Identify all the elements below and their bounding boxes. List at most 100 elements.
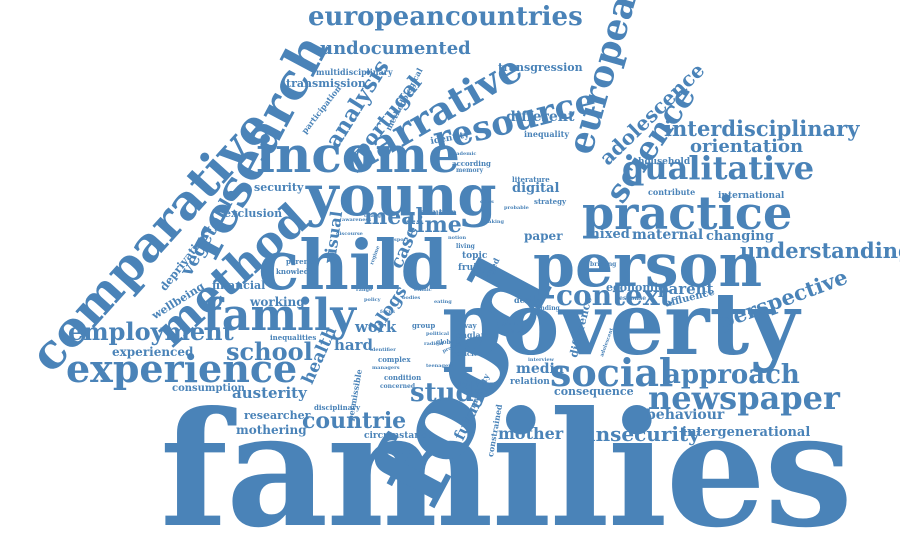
word-time: time <box>406 212 462 238</box>
word-type: type <box>478 263 498 273</box>
word-insecurity: insecurity <box>588 422 700 446</box>
word-global: global <box>436 339 457 346</box>
word-media: media <box>516 361 564 377</box>
word-changing: changing <box>706 229 774 244</box>
word-focus: focus <box>380 309 395 315</box>
word-briefing: briefing <box>590 261 617 268</box>
word-understanding: understanding <box>740 238 900 263</box>
word-europeancountries: europeancountries <box>308 2 583 32</box>
word-interdisciplinary: interdisciplinary <box>664 116 860 141</box>
word-hard: hard <box>334 336 374 354</box>
word-austerity: austerity <box>232 384 307 402</box>
word-mothering: mothering <box>236 423 307 437</box>
word-group: group <box>412 321 436 330</box>
word-policies: policies <box>452 349 483 358</box>
word-social: social <box>550 350 674 395</box>
word-mother: mother <box>498 424 564 443</box>
word-contribute: contribute <box>648 187 696 197</box>
word-experienced: experienced <box>112 345 194 359</box>
word-work: work <box>355 318 397 336</box>
word-identifier: identifier <box>370 347 396 353</box>
word-strategy: strategy <box>534 197 567 206</box>
word-consequence: consequence <box>554 385 634 398</box>
word-inequality: inequality <box>524 129 569 139</box>
word-parental: parental <box>286 257 320 266</box>
word-security: security <box>254 181 304 194</box>
word-academic: academic <box>450 151 477 157</box>
word-knowledge: knowledge <box>276 267 318 276</box>
word-complex: complex <box>378 355 411 364</box>
word-condition: condition <box>384 373 422 382</box>
word-person: person <box>533 231 763 301</box>
word-eating: eating <box>434 299 452 305</box>
word-countrie: countrie <box>302 408 407 434</box>
word-class: class <box>480 199 494 205</box>
word-disciplinary: disciplinary <box>314 403 361 412</box>
word-literature: literature <box>512 175 550 184</box>
word-according: according <box>452 159 491 168</box>
word-change: change <box>364 213 385 219</box>
word-exclusion: exclusion <box>224 207 283 220</box>
word-school: school <box>226 337 313 366</box>
word-intergenerational: intergenerational <box>682 425 811 440</box>
word-income: income <box>256 125 460 184</box>
word-guide: guide <box>502 321 518 327</box>
word-response: response <box>616 295 647 302</box>
word-employment: employment <box>68 317 234 346</box>
word-newspaper: newspaper <box>648 379 840 417</box>
word-transgression: transgression <box>498 61 583 74</box>
word-poverty: poverty <box>442 274 800 375</box>
word-ethnic: ethnic <box>414 287 432 293</box>
word-behaviour: behaviour <box>646 407 725 423</box>
word-notion: notion <box>448 235 467 241</box>
word-inequalities: inequalities <box>270 333 317 342</box>
word-circumstance: circumstance <box>364 431 432 441</box>
word-digital: digital <box>512 181 560 196</box>
word-awareness: awareness <box>342 217 372 223</box>
word-probable: probable <box>504 205 529 211</box>
word-young: young <box>306 163 497 229</box>
word-child: child <box>258 226 449 306</box>
word-interview: interview <box>528 357 554 363</box>
word-working: working <box>250 295 305 309</box>
word-memory: memory <box>456 167 484 174</box>
word-parent: parent <box>658 280 714 298</box>
word-qualitative: qualitative <box>622 149 815 187</box>
word-maternal: maternal <box>632 227 704 243</box>
word-researcher: researcher <box>244 409 311 422</box>
word-range: range <box>356 287 373 293</box>
word-policy: policy <box>364 297 381 303</box>
word-thinking: thinking <box>456 379 495 389</box>
word-living: living <box>456 243 475 250</box>
word-different: different <box>506 109 575 125</box>
word-household: household <box>638 157 691 167</box>
word-finding: finding <box>536 305 560 312</box>
word-context: context <box>556 279 673 312</box>
word-family: family <box>203 290 356 341</box>
word-england: england <box>456 330 493 340</box>
word-international: international <box>718 191 785 201</box>
word-fruit: fruit <box>458 263 481 273</box>
word-relation: relation <box>510 377 550 387</box>
word-managers: managers <box>372 365 400 371</box>
word-discourse: discourse <box>336 231 363 237</box>
word-approach: approach <box>664 360 800 390</box>
word-sport: sport <box>394 237 409 243</box>
word-way: way <box>462 321 477 330</box>
word-experience: experience <box>66 346 298 391</box>
word-bodies: bodies <box>402 295 421 301</box>
word-economic: economic <box>606 281 665 294</box>
word-taking: taking <box>486 219 505 225</box>
word-topic: topic <box>462 251 488 261</box>
word-financial: financial <box>212 279 266 292</box>
word-radical: radical <box>424 341 444 347</box>
word-practice: practice <box>582 186 793 240</box>
word-families: families <box>160 378 853 535</box>
word-orientation: orientation <box>690 136 804 157</box>
word-mixed: mixed <box>586 227 630 242</box>
word-meal: meal <box>364 204 424 230</box>
word-teenagers: teenagers <box>426 363 454 369</box>
word-undocumented: undocumented <box>320 38 471 59</box>
word-friend: friend <box>506 329 523 335</box>
